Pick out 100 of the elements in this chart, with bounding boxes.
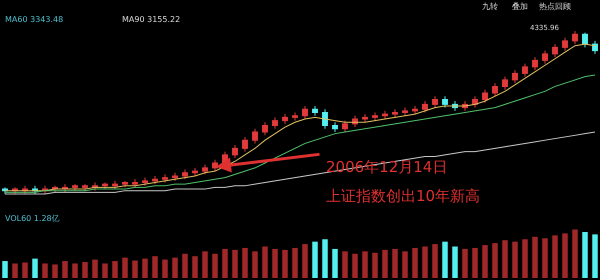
bar [552, 235, 558, 278]
bar [62, 261, 68, 278]
candlestick [502, 76, 508, 90]
text: 九转 [482, 2, 498, 11]
candlestick [492, 82, 498, 97]
candlestick [132, 178, 138, 188]
bar [512, 242, 518, 278]
bar [542, 238, 548, 278]
candlestick [562, 37, 568, 52]
bar [332, 248, 338, 278]
bar [482, 245, 488, 278]
candlestick [572, 30, 578, 45]
candlestick [532, 56, 538, 71]
bar [132, 260, 138, 278]
candlestick [482, 89, 488, 104]
bar [492, 243, 498, 278]
candlestick [262, 122, 268, 136]
candlestick [322, 108, 328, 130]
bar [222, 248, 228, 278]
bar [152, 256, 158, 278]
bar [32, 258, 38, 278]
bar [252, 251, 258, 278]
bar [202, 251, 208, 278]
annotation: 上证指数创出10年新高 [326, 187, 480, 205]
bar [372, 252, 378, 278]
bar [592, 234, 598, 278]
bar [232, 250, 238, 278]
bar [402, 251, 408, 278]
candlestick [312, 105, 318, 116]
bar [442, 242, 448, 278]
bar [312, 242, 318, 278]
candlestick [342, 120, 348, 133]
bar [122, 258, 128, 278]
bar [72, 263, 78, 278]
candlestick [362, 114, 368, 123]
bar [422, 246, 428, 278]
candlestick [232, 144, 238, 159]
bar [192, 256, 198, 278]
candlestick [552, 44, 558, 58]
bar [562, 233, 568, 278]
candlestick [522, 63, 528, 78]
text: MA60 3343.48 [5, 15, 64, 24]
candlestick [252, 128, 258, 144]
text: 热点回顾 [539, 2, 571, 11]
bar [52, 264, 58, 278]
bar [212, 254, 218, 278]
bar [92, 260, 98, 278]
candlestick [512, 70, 518, 84]
bar [172, 258, 178, 278]
candlestick [432, 96, 438, 108]
candlestick [422, 100, 428, 113]
candlestick [102, 182, 108, 190]
candlestick [202, 164, 208, 175]
bar [342, 251, 348, 278]
bar [572, 230, 578, 278]
bar [262, 246, 268, 278]
bar [242, 248, 248, 278]
candlestick [582, 32, 588, 48]
candlestick [382, 110, 388, 120]
candlestick [442, 96, 448, 108]
candlestick [162, 174, 168, 184]
bar [142, 258, 148, 278]
candlestick [592, 40, 598, 54]
candlestick [302, 105, 308, 120]
bar [182, 254, 188, 278]
text: VOL60 1.28亿 [5, 214, 60, 223]
bar [462, 248, 468, 278]
bar [522, 239, 528, 278]
bar [162, 260, 168, 278]
bar [282, 250, 288, 278]
candlestick [172, 172, 178, 182]
bar [582, 232, 588, 278]
bar [42, 263, 48, 278]
candlestick [152, 176, 158, 185]
bar [412, 248, 418, 278]
bar [382, 250, 388, 278]
candlestick [332, 122, 338, 133]
bar [112, 261, 118, 278]
bar [362, 251, 368, 278]
candlestick [292, 112, 298, 122]
bar [102, 263, 108, 278]
bar [302, 244, 308, 278]
bar [452, 246, 458, 278]
candlestick [282, 114, 288, 124]
bar [22, 262, 28, 278]
candlestick [242, 136, 248, 152]
text: 叠加 [512, 2, 528, 11]
bar [12, 263, 18, 278]
candlestick [142, 177, 148, 186]
candlestick [112, 180, 118, 190]
bar [2, 261, 8, 278]
candlestick [412, 105, 418, 115]
bar [502, 240, 508, 278]
bar [472, 248, 478, 278]
candlestick [402, 107, 408, 116]
candlestick [82, 184, 88, 192]
bar [272, 248, 278, 278]
bar [532, 236, 538, 278]
candlestick [182, 169, 188, 180]
candlestick [122, 180, 128, 188]
